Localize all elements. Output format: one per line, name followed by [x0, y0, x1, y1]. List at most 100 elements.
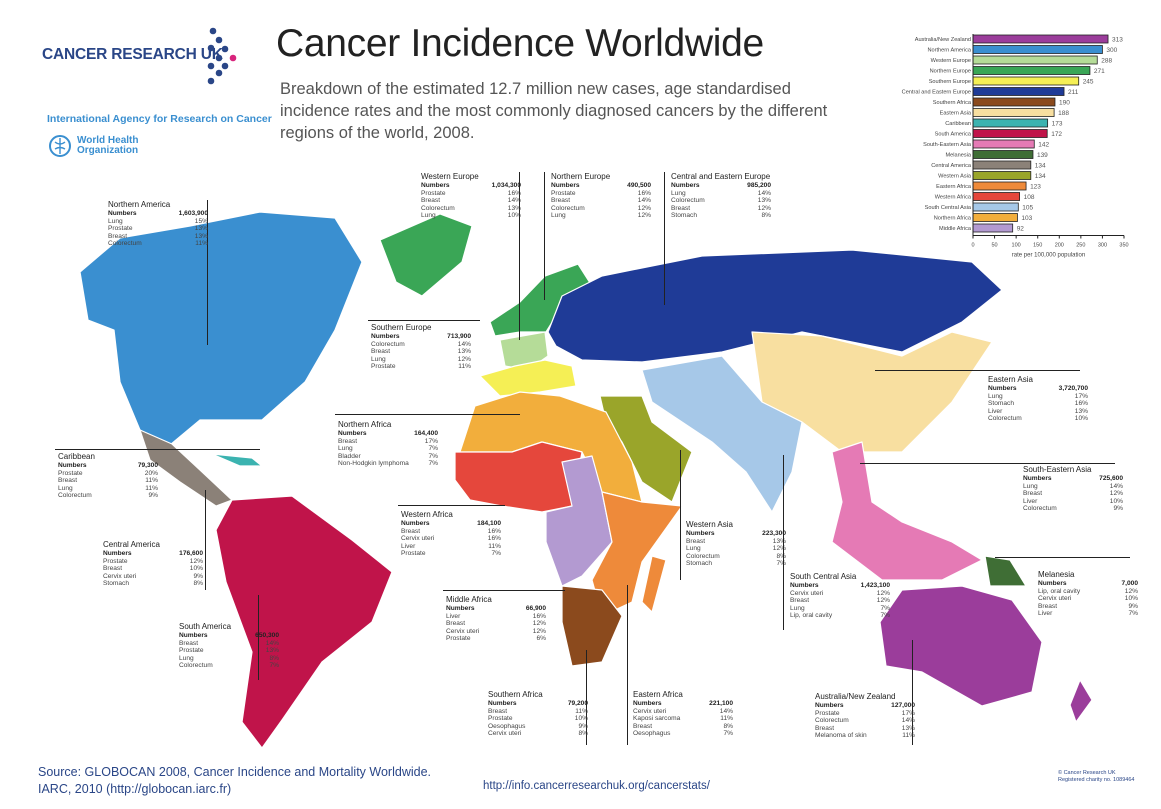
numbers-label: Numbers [338, 430, 367, 437]
cancer-site: Prostate [108, 225, 133, 233]
cancer-row: Colorectum 8% [686, 553, 786, 561]
cancer-row: Cervix uteri 9% [103, 573, 203, 581]
map-south-central-asia[interactable] [641, 355, 803, 513]
map-australia[interactable] [879, 585, 1043, 707]
cancer-row: Cervix uteri 12% [446, 628, 546, 636]
cancer-percent: 17% [1074, 392, 1088, 400]
region-numbers: 725,600 [1099, 475, 1123, 482]
x-tick-label: 0 [971, 243, 974, 249]
region-name: Northern Europe [551, 172, 611, 181]
bar-category-label: Eastern Africa [936, 184, 972, 190]
region-name: Middle Africa [446, 595, 492, 604]
map-middle-africa[interactable] [545, 455, 613, 587]
bar [972, 45, 1103, 54]
cancer-row: Stomach 8% [671, 212, 771, 220]
region-name: Southern Africa [488, 690, 543, 699]
cancer-row: Colorectum 13% [421, 205, 521, 213]
cancer-site: Stomach [686, 560, 713, 568]
map-southern-europe[interactable] [479, 359, 577, 397]
bar-value-label: 271 [1094, 68, 1105, 75]
numbers-label: Numbers [815, 702, 844, 709]
map-south-america[interactable] [215, 495, 393, 749]
bar-category-label: Northern America [927, 48, 971, 54]
leader-line [586, 650, 587, 745]
map-south-eastern-asia[interactable] [831, 441, 983, 581]
cancer-row: Bladder 7% [338, 453, 438, 461]
cancer-site: Lung [1023, 482, 1038, 490]
bar [972, 192, 1020, 201]
cancer-row: Prostate 10% [488, 715, 588, 723]
cancer-percent: 13% [507, 204, 521, 212]
bar-value-label: 139 [1037, 152, 1048, 159]
cancerstats-link[interactable]: http://info.cancerresearchuk.org/cancers… [483, 780, 710, 792]
cancer-site: Prostate [551, 189, 576, 197]
cancer-row: Breast 8% [633, 723, 733, 731]
cancer-site: Non-Hodgkin lymphoma [338, 460, 409, 468]
cancer-site: Prostate [371, 363, 396, 371]
cancer-percent: 10% [574, 715, 588, 723]
cancer-site: Lung [108, 217, 123, 225]
cancer-site: Lung [338, 445, 353, 453]
bar [972, 97, 1056, 107]
cancer-percent: 12% [189, 557, 203, 565]
leader-line [519, 172, 520, 340]
cancer-row: Prostate 17% [815, 710, 915, 718]
map-greenland[interactable] [379, 213, 473, 297]
map-western-africa[interactable] [454, 441, 583, 513]
map-new-zealand[interactable] [1069, 679, 1093, 723]
cancer-row: Breast 13% [686, 538, 786, 546]
region-name: Western Africa [401, 510, 453, 519]
cancer-site: Lung [371, 355, 386, 363]
cancer-site: Prostate [815, 709, 840, 717]
region-numbers: 127,000 [891, 702, 915, 709]
cancer-percent: 7% [880, 604, 890, 612]
region-name: Caribbean [58, 452, 95, 461]
leader-line [860, 463, 1115, 464]
cancer-site: Lip, oral cavity [790, 612, 833, 620]
x-tick-label: 200 [1055, 243, 1064, 249]
leader-line [368, 320, 480, 321]
cancer-site: Cervix uteri [790, 589, 824, 597]
region-box: Southern Africa Numbers 79,200 Breast 11% Pr… [488, 690, 588, 738]
cancer-site: Breast [446, 620, 466, 628]
cancer-row: Colorectum 9% [58, 492, 158, 500]
map-madagascar[interactable] [641, 555, 667, 613]
map-northern-america[interactable] [79, 211, 363, 446]
map-caribbean[interactable] [211, 453, 263, 467]
cancer-percent: 16% [1074, 400, 1088, 408]
cancer-row: Colorectum 13% [671, 197, 771, 205]
cancer-site: Liver [1038, 610, 1053, 618]
region-numbers: 164,400 [414, 430, 438, 437]
cancer-site: Breast [58, 477, 78, 485]
bar-category-label: Southern Europe [929, 79, 971, 85]
cancer-site: Oesophagus [633, 730, 671, 738]
registered-charity: Registered charity no. 1089464 [1058, 777, 1135, 783]
cancer-percent: 12% [757, 204, 771, 212]
leader-line [680, 450, 681, 580]
map-eastern-africa[interactable] [591, 491, 683, 617]
cancer-percent: 11% [195, 240, 208, 248]
map-central-eastern-europe[interactable] [547, 249, 1003, 363]
region-box: Eastern Africa Numbers 221,100 Cervix uter… [633, 690, 733, 738]
bar-value-label: 188 [1058, 110, 1069, 117]
x-tick-label: 250 [1076, 243, 1085, 249]
numbers-label: Numbers [633, 700, 662, 707]
cancer-row: Prostate 7% [401, 550, 501, 558]
cancer-site: Colorectum [58, 492, 92, 500]
cancer-percent: 9% [148, 492, 158, 500]
page-subtitle: Breakdown of the estimated 12.7 million … [280, 80, 828, 142]
cancer-percent: 12% [876, 597, 890, 605]
region-name: Eastern Africa [633, 690, 683, 699]
bar-value-label: 172 [1051, 131, 1062, 138]
cancer-percent: 14% [457, 340, 471, 348]
map-southern-africa[interactable] [561, 585, 623, 667]
cancer-percent: 14% [507, 197, 521, 205]
numbers-label: Numbers [1038, 580, 1067, 587]
region-name: Western Asia [686, 520, 733, 529]
map-melanesia[interactable] [984, 555, 1027, 587]
cancer-row: Breast 13% [815, 725, 915, 733]
cancer-percent: 6% [536, 635, 546, 643]
cancer-site: Breast [671, 204, 691, 212]
bar [972, 213, 1018, 222]
